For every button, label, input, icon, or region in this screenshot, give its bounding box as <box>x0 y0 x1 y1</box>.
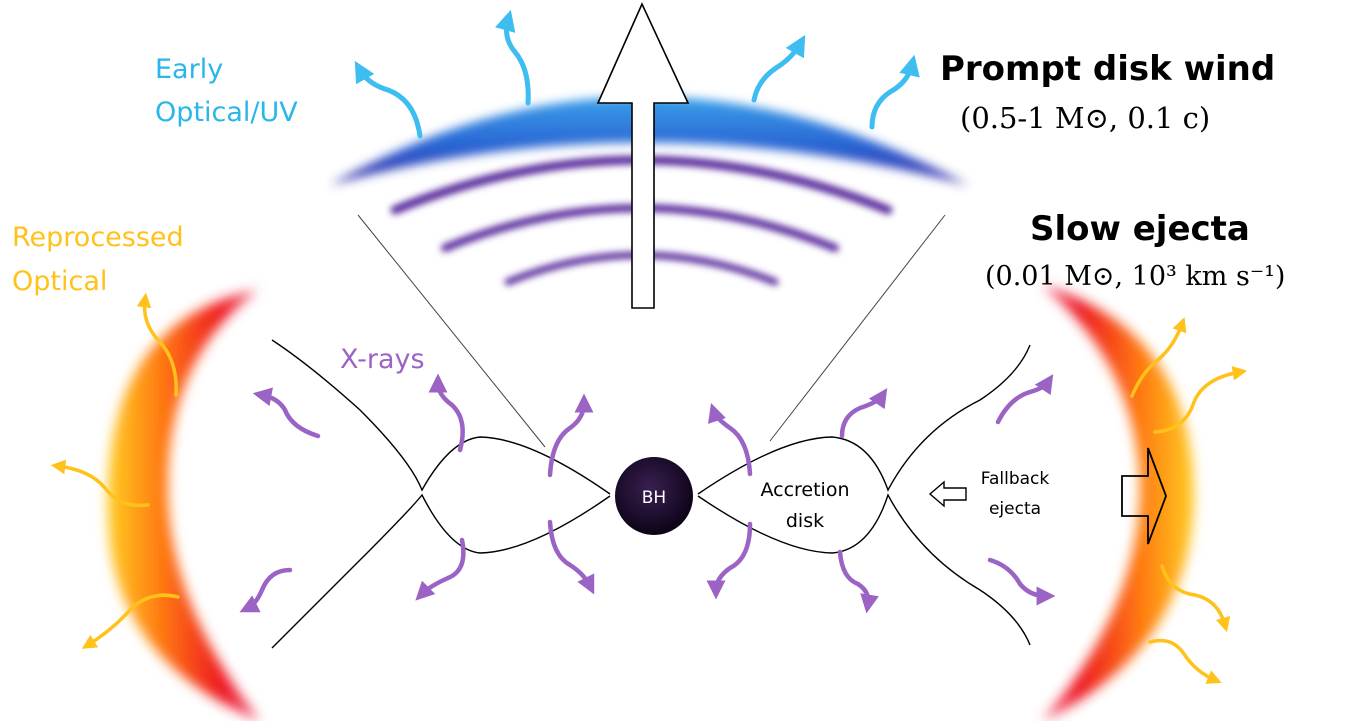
wavy-arrow-icon <box>547 519 595 595</box>
ejecta-crescent-left <box>107 290 260 721</box>
cone-line-right <box>769 214 946 442</box>
wavy-arrow-icon <box>995 374 1054 425</box>
wavy-arrow-icon <box>239 567 293 613</box>
early-optical-arrows <box>354 9 920 139</box>
accretion-disk-label-line2: disk <box>786 510 824 532</box>
prompt-wind-title: Prompt disk wind <box>940 49 1275 89</box>
black-hole <box>615 457 693 535</box>
wavy-arrow-icon <box>1160 564 1231 633</box>
reprocessed-optical-label-line2: Optical <box>12 266 107 297</box>
disk-outline-left <box>271 339 611 649</box>
wavy-arrow-icon <box>1153 365 1248 434</box>
wavy-arrow-icon <box>987 557 1056 606</box>
fallback-ejecta-label-line1: Fallback <box>981 469 1050 489</box>
wavy-arrow-icon <box>751 34 806 103</box>
slow-ejecta-params: (0.01 M⊙, 10³ km s⁻¹) <box>985 261 1285 292</box>
reprocessed-arrows-left <box>50 292 180 649</box>
bh-label: BH <box>642 488 666 508</box>
wavy-arrow-icon <box>706 521 753 600</box>
wavy-arrow-icon <box>495 9 531 106</box>
wavy-arrow-icon <box>428 373 465 453</box>
fallback-ejecta-label-line2: ejecta <box>989 499 1041 519</box>
wavy-arrow-icon <box>837 549 879 614</box>
cone-line-left <box>357 214 546 448</box>
wavy-arrow-icon <box>1148 638 1222 684</box>
accretion-disk-label-line1: Accretion <box>760 479 849 501</box>
wavy-arrow-icon <box>50 459 150 508</box>
wavy-arrow-icon <box>708 403 753 477</box>
slow-ejecta-title: Slow ejecta <box>1030 209 1250 249</box>
wavy-arrow-icon <box>252 387 321 439</box>
outflow-arrow-right-icon <box>1121 447 1167 545</box>
ejecta-crescent-right <box>1042 285 1195 721</box>
early-optical-label-line2: Optical/UV <box>155 97 298 128</box>
xrays-label: X-rays <box>340 344 425 375</box>
wavy-arrow-icon <box>415 537 466 601</box>
fallback-arrow-icon <box>928 480 967 508</box>
wavy-arrow-icon <box>136 292 178 397</box>
outflow-arrow-up-icon <box>596 2 690 309</box>
early-optical-label-line1: Early <box>155 54 223 85</box>
wavy-arrow-icon <box>81 593 180 649</box>
wavy-arrow-icon <box>839 388 888 439</box>
wavy-arrow-icon <box>869 54 920 130</box>
reprocessed-arrows-right <box>1130 317 1248 684</box>
wavy-arrow-icon <box>354 60 423 139</box>
prompt-wind-params: (0.5-1 M⊙, 0.1 c) <box>960 101 1210 135</box>
wavy-arrow-icon <box>547 393 594 478</box>
wavy-arrow-icon <box>1130 317 1187 398</box>
xray-arrows <box>239 373 1056 614</box>
reprocessed-optical-label-line1: Reprocessed <box>12 222 184 253</box>
disk-outline-right <box>697 344 1031 646</box>
